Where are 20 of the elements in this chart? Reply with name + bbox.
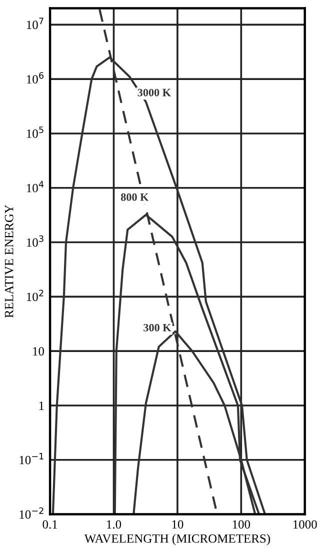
y-tick-label: 10$^{5}$ <box>26 126 44 138</box>
x-tick-label: 100 <box>232 520 250 529</box>
x-tick-label: 0.1 <box>42 520 58 529</box>
y-tick-label: 10$^{−1}$ <box>20 452 44 464</box>
y-axis-title: RELATIVE ENERGY <box>4 204 14 318</box>
y-tick-label: 10$^{7}$ <box>26 18 44 30</box>
series-label: 800 K <box>120 193 149 201</box>
y-tick-label: 10$^{2}$ <box>26 290 44 302</box>
y-tick-label: 10$^{4}$ <box>26 180 44 192</box>
x-axis-title: WAVELENGTH (MICROMETERS) <box>84 534 270 546</box>
series-label: 3000 K <box>138 88 171 96</box>
series-label: 300 K <box>144 324 172 332</box>
y-tick-label: 1 <box>39 402 44 410</box>
x-tick-label: 1.0 <box>107 520 122 529</box>
y-tick-label: 10$^{6}$ <box>26 72 44 84</box>
y-tick-label: 10 <box>33 347 44 356</box>
x-tick-label: 1000 <box>293 520 317 529</box>
y-tick-label: 10$^{3}$ <box>26 235 44 247</box>
x-tick-label: 10 <box>172 520 184 529</box>
y-tick-label: 10$^{−2}$ <box>20 507 44 519</box>
